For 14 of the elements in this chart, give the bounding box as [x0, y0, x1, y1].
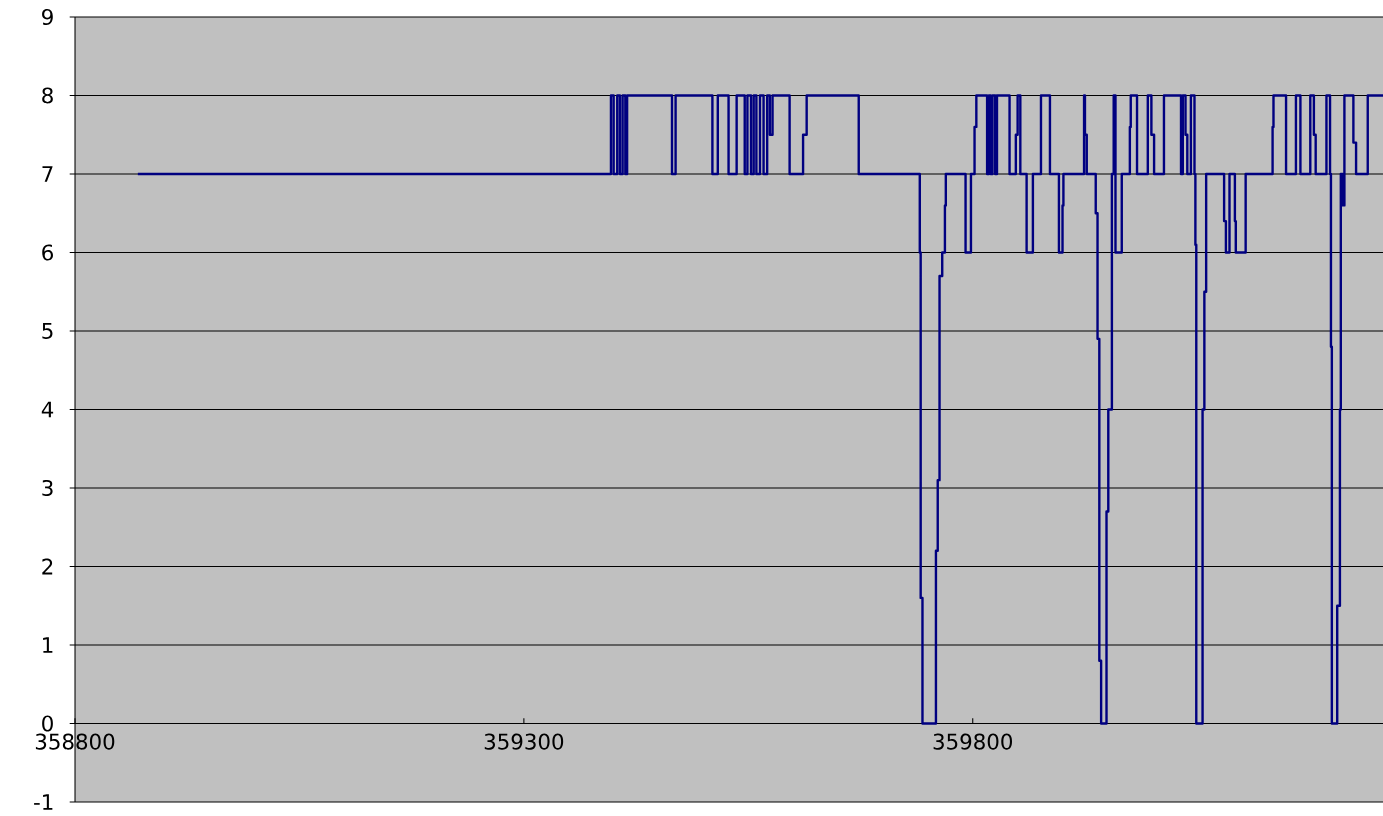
y-tick-label: 4 [41, 401, 54, 418]
y-tick-label: -1 [34, 794, 53, 810]
y-tick-label: 6 [42, 244, 53, 261]
x-tick-label: 359800 [933, 733, 1013, 750]
y-tick-label: 9 [42, 8, 53, 26]
y-tick-label: 2 [42, 558, 53, 575]
y-tick-label: 1 [43, 637, 53, 653]
x-tick-label: 359300 [484, 733, 564, 750]
y-tick-label: 7 [42, 166, 53, 182]
y-tick-label: 5 [42, 323, 53, 339]
y-tick-label: 3 [42, 479, 53, 497]
y-tick-label: 8 [42, 87, 53, 104]
y-tick-label: 0 [42, 715, 53, 732]
x-tick-label: 358800 [35, 733, 115, 750]
